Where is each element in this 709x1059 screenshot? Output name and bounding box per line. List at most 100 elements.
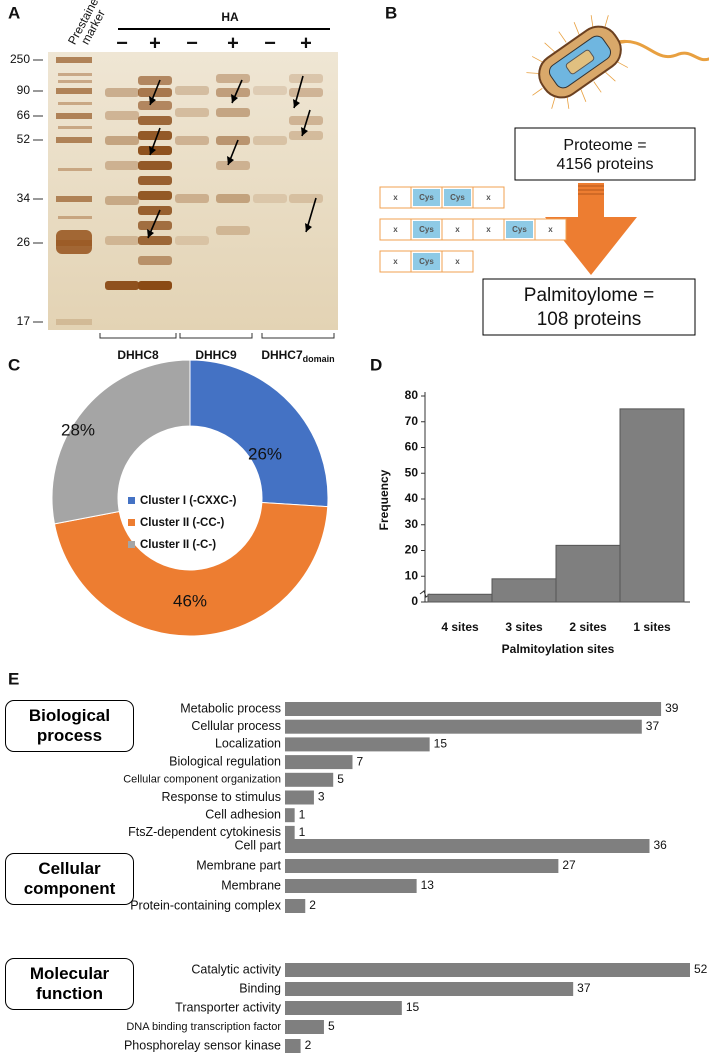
gel [48,52,338,330]
pie-slice [53,501,329,637]
legend-entry: Cluster II (-CC-) [140,517,225,529]
category-label: Phosphorelay sensor kinase [124,1038,281,1052]
bar [285,772,334,787]
pie-slice [51,359,191,525]
gel-band [289,74,323,83]
gel-band [138,76,172,85]
category-label: Cell part [234,838,281,852]
bar [285,1020,324,1034]
legend-swatch [128,541,135,548]
gel-band [216,74,250,83]
gel-band [138,256,172,265]
mw-label: 52 [17,132,31,146]
motif-cell [534,218,567,241]
gel-band [253,86,287,95]
lane-sign: + [227,32,239,54]
pie-slice [189,359,329,508]
marker-band [56,113,92,119]
gel-band [138,191,172,200]
legend-swatch [128,497,135,504]
sample-name: DHHC9 [195,348,237,362]
palmitoylome-text: Palmitoylome = [524,285,654,306]
slice-label: 28% [61,420,95,439]
gel-band [105,111,139,120]
gel-band [105,88,139,97]
legend-swatch [128,519,135,526]
motif-text: Cys [419,193,434,202]
marker-band [56,319,92,325]
bar [285,755,353,770]
value-label: 15 [406,1000,420,1014]
y-tick-label: 0 [411,594,418,608]
motif-text: x [548,225,553,234]
bar [285,1039,301,1053]
value-label: 15 [434,737,448,751]
motif-text: x [455,225,460,234]
category-label: Biological regulation [169,754,281,768]
slice-label: 26% [248,444,282,463]
bar [285,879,417,893]
category-label: Catalytic activity [191,962,281,976]
x-axis-label: Palmitoylation sites [502,642,615,656]
bar [285,1001,402,1015]
y-tick-label: 70 [405,414,419,428]
value-label: 5 [337,772,344,786]
gel-band [175,194,209,203]
mw-label: 250 [10,52,30,66]
mw-label: 26 [17,235,31,249]
value-label: 37 [646,719,660,733]
lane-sign: − [264,32,276,54]
gel-band [253,136,287,145]
treatment-label: HA [221,10,239,24]
motif-text: x [393,257,398,266]
arrowhead [293,99,300,108]
motif-text: x [455,257,460,266]
gel-band [175,86,209,95]
group-label: Biological process [5,700,134,752]
bar [491,578,557,603]
x-tick-label: 2 sites [569,620,607,634]
group-label: Cellular component [5,853,134,905]
value-label: 1 [299,825,306,839]
value-label: 37 [577,981,591,995]
gel-band [105,161,139,170]
x-tick-label: 1 sites [633,620,671,634]
category-label: Membrane [221,878,281,892]
sample-name: DHHC7 [261,348,303,362]
y-tick-label: 20 [405,543,419,557]
motif-text: x [393,193,398,202]
motif-cys [413,221,440,238]
bar [285,825,295,840]
value-label: 39 [665,701,679,715]
motif-text: Cys [512,225,527,234]
value-label: 36 [654,838,668,852]
value-label: 27 [562,858,576,872]
arrowhead [231,94,238,103]
value-label: 1 [299,807,306,821]
gel-band [216,136,250,145]
gel-band [138,116,172,125]
y-tick-label: 30 [405,517,419,531]
panel-label: E [8,669,19,688]
gel-band [138,221,172,230]
sample-label: DHHC7domain [261,348,334,364]
gel-band [289,131,323,140]
marker-band [56,230,92,254]
gel-band [253,194,287,203]
motif-cys [506,221,533,238]
gel-band [138,176,172,185]
group-label: Molecular function [5,958,134,1010]
x-tick-label: 3 sites [505,620,543,634]
value-label: 2 [309,898,316,912]
category-label: Transporter activity [175,1000,282,1014]
gel-band [216,226,250,235]
marker-band [58,216,92,219]
marker-band [58,80,92,83]
motif-text: Cys [450,193,465,202]
category-label: DNA binding transcription factor [126,1021,281,1033]
bar [555,544,621,603]
arrowhead [227,156,234,165]
bar [285,719,642,734]
marker-band [56,88,92,94]
